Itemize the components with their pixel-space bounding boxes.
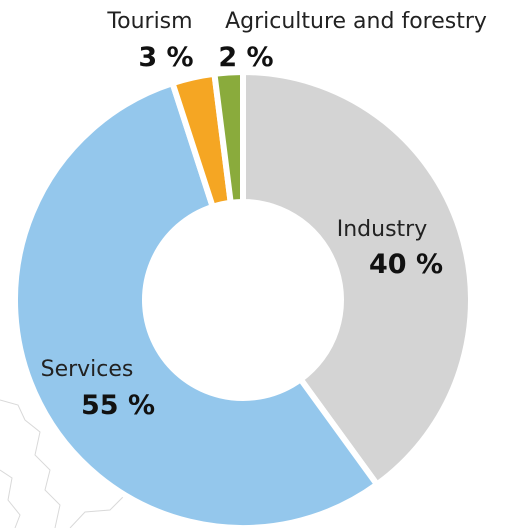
tourism-percent-label: 3 % (138, 42, 193, 73)
industry-label: Industry (337, 217, 428, 242)
agriculture-forestry-slice (211, 68, 246, 207)
tourism-label: Tourism (106, 9, 192, 34)
agriculture-forestry-label: Agriculture and forestry (225, 9, 487, 34)
industry-percent-label: 40 % (369, 249, 443, 280)
slices-group (12, 68, 474, 531)
services-percent-label: 55 % (81, 390, 155, 421)
services-label: Services (41, 357, 134, 382)
services-slice (12, 79, 382, 531)
agriculture-forestry-percent-label: 2 % (218, 42, 273, 73)
industry-slice (240, 68, 474, 489)
